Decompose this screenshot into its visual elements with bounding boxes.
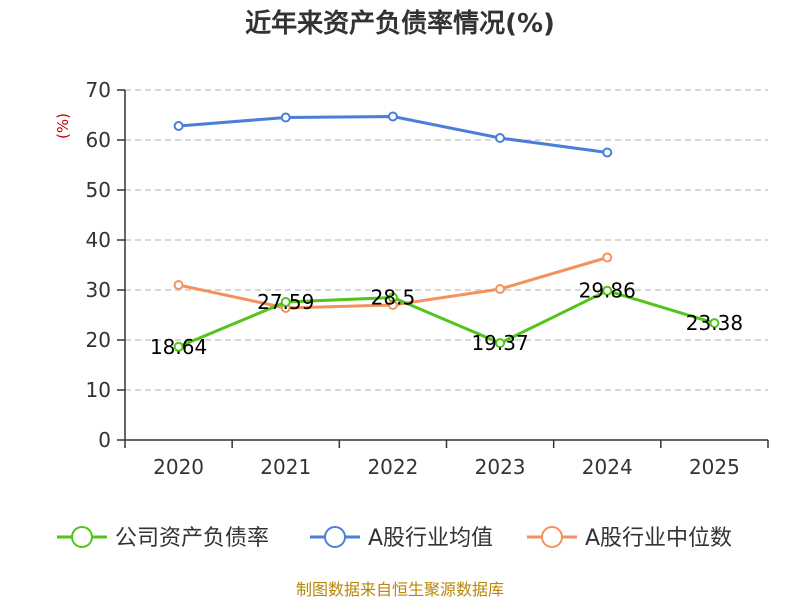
data-point	[602, 147, 613, 158]
y-tick-label: 40	[86, 228, 111, 252]
data-point	[387, 111, 398, 122]
data-point	[173, 341, 184, 352]
gridlines	[125, 89, 768, 391]
legend[interactable]: 公司资产负债率 A股行业均值 A股行业中位数	[57, 526, 732, 551]
y-tick-label: 30	[86, 278, 111, 302]
legend-marker	[324, 526, 346, 548]
data-point	[173, 280, 184, 290]
y-tick-label: 0	[98, 428, 111, 452]
data-point	[602, 285, 613, 296]
legend-label: 公司资产负债率	[115, 526, 269, 551]
data-point	[387, 292, 398, 303]
y-axis: 0 10 20 30 40 50 60 70	[86, 78, 126, 452]
legend-marker	[71, 526, 93, 548]
y-tick-label: 50	[86, 178, 111, 202]
legend-item[interactable]: A股行业中位数	[527, 526, 732, 551]
y-tick-label: 70	[86, 78, 111, 102]
plot-series	[173, 111, 720, 352]
legend-item[interactable]: 公司资产负债率	[57, 526, 269, 551]
data-label: 28.5	[371, 286, 416, 310]
data-labels: 18.64 27.59 28.5 19.37 29.86 23.38	[150, 279, 743, 359]
x-tick-label: 2023	[475, 455, 526, 479]
data-label: 19.37	[471, 331, 528, 355]
source-note: 制图数据来自恒生聚源数据库	[296, 580, 504, 599]
data-point	[602, 252, 613, 263]
data-point	[495, 133, 506, 143]
data-point	[173, 121, 184, 131]
data-label: 27.59	[257, 290, 314, 314]
legend-label: A股行业中位数	[585, 526, 732, 551]
data-label: 29.86	[579, 279, 636, 303]
data-point	[495, 338, 506, 349]
y-tick-label: 60	[86, 128, 111, 152]
x-tick-label: 2022	[367, 455, 418, 479]
legend-marker	[541, 526, 563, 548]
y-tick-label: 20	[86, 328, 111, 352]
data-label: 18.64	[150, 335, 207, 359]
x-tick-label: 2020	[153, 455, 204, 479]
x-tick-label: 2024	[582, 455, 633, 479]
series-line	[178, 115, 608, 154]
legend-label: A股行业均值	[368, 526, 493, 551]
data-point	[280, 297, 291, 308]
data-point	[495, 284, 506, 294]
chart-title: 近年来资产负债率情况(%)	[245, 8, 555, 39]
series-line	[178, 289, 715, 349]
data-point	[709, 318, 720, 329]
y-tick-label: 10	[86, 378, 111, 402]
y-axis-label: (%)	[54, 113, 72, 139]
x-axis: 2020 2021 2022 2023 2024 2025	[124, 439, 769, 479]
data-point	[280, 112, 291, 123]
data-label: 23.38	[686, 311, 743, 335]
x-tick-label: 2021	[260, 455, 311, 479]
x-tick-label: 2025	[689, 455, 740, 479]
legend-item[interactable]: A股行业均值	[310, 526, 493, 551]
